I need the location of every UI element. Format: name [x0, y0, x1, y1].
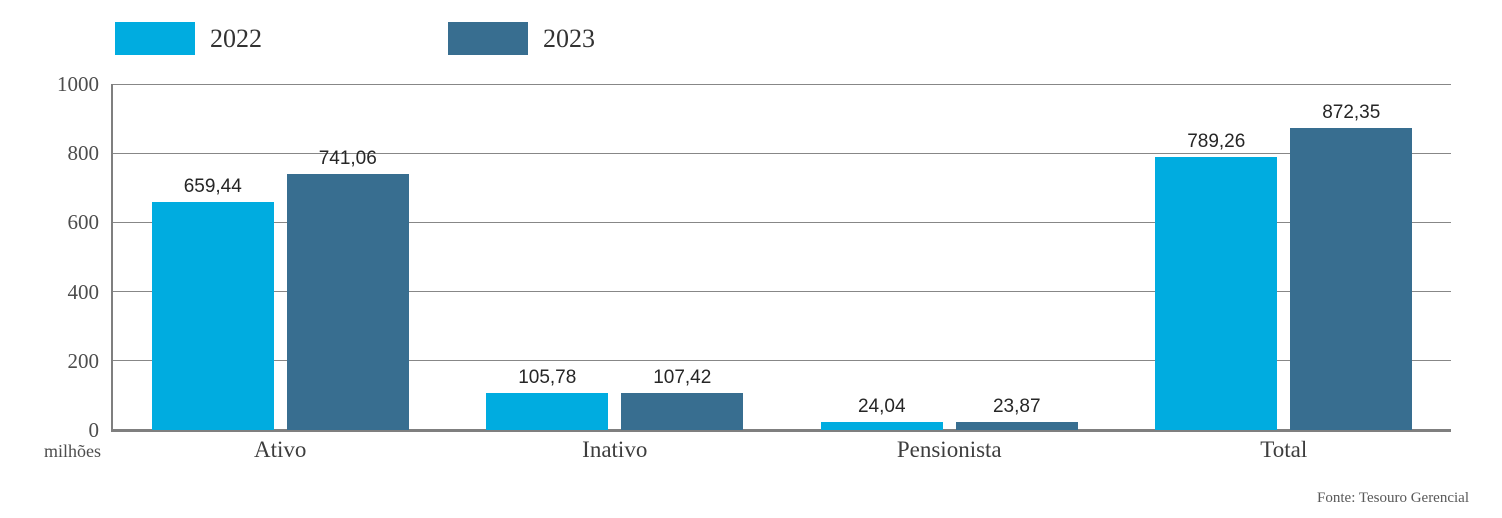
category-label-pensionista: Pensionista	[896, 437, 1002, 462]
y-tick-label-600: 600	[67, 210, 100, 235]
bar-2023-pensionista	[955, 421, 1078, 430]
bar-value-label-2022-pensionista: 24,04	[857, 395, 906, 417]
y-tick-label-1000: 1000	[57, 72, 99, 96]
bar-2023-ativo	[286, 173, 409, 430]
y-axis-unit-label: milhões	[44, 441, 101, 461]
bar-2023-inativo	[621, 392, 744, 430]
bar-2023-total	[1290, 128, 1413, 430]
gridline-600	[113, 221, 1451, 223]
x-axis-line	[111, 429, 1451, 432]
gridline-1000	[113, 83, 1451, 85]
bar-value-label-2023-ativo: 741,06	[318, 147, 377, 169]
legend-label-2022: 2022	[210, 24, 262, 53]
bar-value-label-2023-inativo: 107,42	[653, 366, 712, 388]
bar-value-label-2022-total: 789,26	[1187, 130, 1246, 152]
legend-label-2023: 2023	[543, 24, 595, 53]
category-label-total: Total	[1260, 437, 1308, 462]
bar-2022-inativo	[486, 393, 609, 430]
bar-value-label-2022-inativo: 105,78	[518, 367, 577, 389]
gridline-200	[113, 360, 1451, 362]
bar-value-label-2023-total: 872,35	[1322, 102, 1381, 124]
y-axis-line	[111, 84, 113, 430]
category-label-inativo: Inativo	[582, 437, 648, 462]
y-tick-label-200: 200	[67, 348, 100, 373]
y-tick-label-0: 0	[88, 418, 100, 442]
y-tick-label-800: 800	[67, 141, 100, 166]
source-label: Fonte: Tesouro Gerencial	[1317, 490, 1469, 506]
gridline-400	[113, 291, 1451, 293]
bar-2022-total	[1155, 156, 1278, 430]
bar-value-label-2022-ativo: 659,44	[183, 175, 242, 197]
category-label-ativo: Ativo	[254, 437, 307, 462]
bar-2022-ativo	[151, 201, 274, 430]
y-tick-label-400: 400	[67, 279, 100, 304]
bar-2022-pensionista	[820, 421, 943, 430]
legend-swatch-2023	[448, 22, 528, 55]
legend-swatch-2022	[115, 22, 195, 55]
bar-value-label-2023-pensionista: 23,87	[992, 395, 1041, 417]
gridline-800	[113, 152, 1451, 154]
